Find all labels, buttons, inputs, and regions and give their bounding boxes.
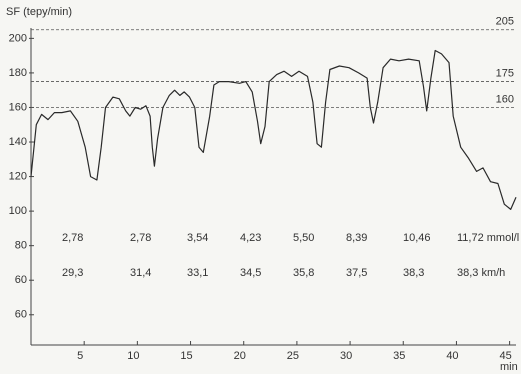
x-tick-label: 15 (180, 350, 192, 362)
y-tick-label: 120 (9, 170, 27, 182)
speed-label: 33,1 (187, 267, 208, 279)
x-tick-label: 30 (340, 350, 352, 362)
y-tick-label: 180 (9, 67, 27, 79)
speed-label: 37,5 (346, 267, 367, 279)
lactate-label: 2,78 (130, 232, 151, 244)
x-tick-label: 25 (287, 350, 299, 362)
reference-label: 175 (496, 67, 514, 79)
lactate-label: 2,78 (62, 232, 83, 244)
y-tick-label: 60 (15, 309, 27, 321)
y-tick-label: 100 (9, 205, 27, 217)
x-tick-label: 40 (446, 350, 458, 362)
reference-label: 205 (496, 16, 514, 28)
lactate-label: 3,54 (187, 232, 208, 244)
speed-label: 35,8 (293, 267, 314, 279)
lactate-label: 8,39 (346, 232, 367, 244)
lactate-label: 10,46 (403, 232, 431, 244)
y-axis-title: SF (tepy/min) (6, 6, 72, 18)
speed-label: 31,4 (130, 267, 151, 279)
lactate-label: 5,50 (293, 232, 314, 244)
y-tick-label: 140 (9, 136, 27, 148)
speed-label: 34,5 (240, 267, 261, 279)
x-tick-label: 45 (499, 350, 511, 362)
speed-label: 38,3 (403, 267, 424, 279)
heart-rate-line (30, 49, 517, 210)
y-tick-label: 60 (15, 274, 27, 286)
x-tick-label: 5 (77, 350, 83, 362)
x-axis-title: min (500, 361, 518, 373)
lactate-label: 4,23 (240, 232, 261, 244)
y-tick-label: 160 (9, 101, 27, 113)
y-tick-label: 80 (15, 240, 27, 252)
lactate-label: 11,72 mmol/l (457, 232, 519, 244)
x-tick-label: 20 (234, 350, 246, 362)
reference-label: 160 (496, 93, 514, 105)
speed-label: 29,3 (62, 267, 83, 279)
speed-label: 38,3 km/h (457, 267, 505, 279)
y-tick-label: 200 (9, 32, 27, 44)
x-tick-label: 35 (393, 350, 405, 362)
x-tick-label: 10 (127, 350, 139, 362)
